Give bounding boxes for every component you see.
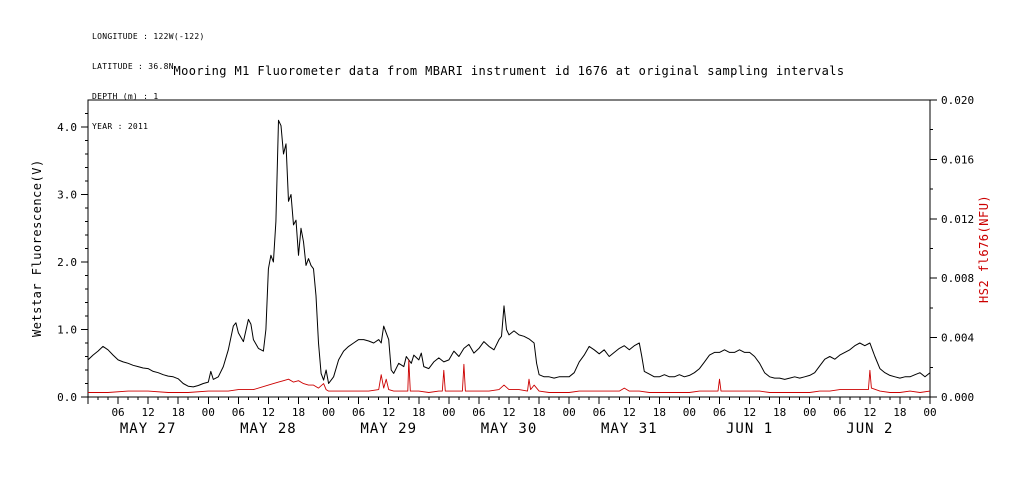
svg-text:MAY 29: MAY 29 xyxy=(360,421,417,437)
svg-text:MAY 30: MAY 30 xyxy=(481,421,538,437)
svg-text:18: 18 xyxy=(412,406,425,419)
info-longitude: LONGITUDE : 122W(-122) xyxy=(92,32,205,41)
svg-text:18: 18 xyxy=(653,406,666,419)
info-year: YEAR : 2011 xyxy=(92,122,149,131)
svg-text:00: 00 xyxy=(563,406,576,419)
svg-text:00: 00 xyxy=(322,406,335,419)
svg-text:MAY 28: MAY 28 xyxy=(240,421,297,437)
svg-text:00: 00 xyxy=(442,406,455,419)
svg-text:12: 12 xyxy=(382,406,395,419)
svg-text:MAY 27: MAY 27 xyxy=(120,421,177,437)
svg-text:12: 12 xyxy=(863,406,876,419)
svg-text:18: 18 xyxy=(773,406,786,419)
info-latitude: LATITUDE : 36.8N xyxy=(92,62,174,71)
svg-text:3.0: 3.0 xyxy=(57,189,77,202)
svg-text:00: 00 xyxy=(202,406,215,419)
svg-text:06: 06 xyxy=(472,406,485,419)
svg-text:0.016: 0.016 xyxy=(941,153,974,166)
info-depth: DEPTH (m) : 1 xyxy=(92,92,159,101)
plot-title: Mooring M1 Fluorometer data from MBARI i… xyxy=(173,64,845,78)
svg-text:0.020: 0.020 xyxy=(941,94,974,107)
svg-text:2.0: 2.0 xyxy=(57,256,77,269)
svg-text:0.004: 0.004 xyxy=(941,332,974,345)
svg-text:06: 06 xyxy=(833,406,846,419)
svg-text:18: 18 xyxy=(292,406,305,419)
svg-text:06: 06 xyxy=(232,406,245,419)
svg-text:12: 12 xyxy=(502,406,515,419)
svg-text:12: 12 xyxy=(262,406,275,419)
svg-text:00: 00 xyxy=(683,406,696,419)
svg-text:12: 12 xyxy=(743,406,756,419)
svg-text:18: 18 xyxy=(172,406,185,419)
svg-text:18: 18 xyxy=(893,406,906,419)
station-info-block: LONGITUDE : 122W(-122) LATITUDE : 36.8N … xyxy=(92,12,205,152)
svg-text:4.0: 4.0 xyxy=(57,121,77,134)
svg-text:0.012: 0.012 xyxy=(941,213,974,226)
svg-text:MAY 31: MAY 31 xyxy=(601,421,658,437)
svg-text:JUN 1: JUN 1 xyxy=(726,421,773,437)
svg-text:12: 12 xyxy=(142,406,155,419)
svg-text:12: 12 xyxy=(623,406,636,419)
svg-text:06: 06 xyxy=(111,406,124,419)
svg-text:0.000: 0.000 xyxy=(941,391,974,404)
svg-text:JUN 2: JUN 2 xyxy=(846,421,893,437)
svg-text:0.0: 0.0 xyxy=(57,391,77,404)
svg-text:0.008: 0.008 xyxy=(941,272,974,285)
svg-text:1.0: 1.0 xyxy=(57,324,77,337)
svg-text:18: 18 xyxy=(532,406,545,419)
svg-text:00: 00 xyxy=(923,406,936,419)
svg-text:00: 00 xyxy=(803,406,816,419)
svg-text:06: 06 xyxy=(352,406,365,419)
svg-text:06: 06 xyxy=(593,406,606,419)
svg-text:06: 06 xyxy=(713,406,726,419)
